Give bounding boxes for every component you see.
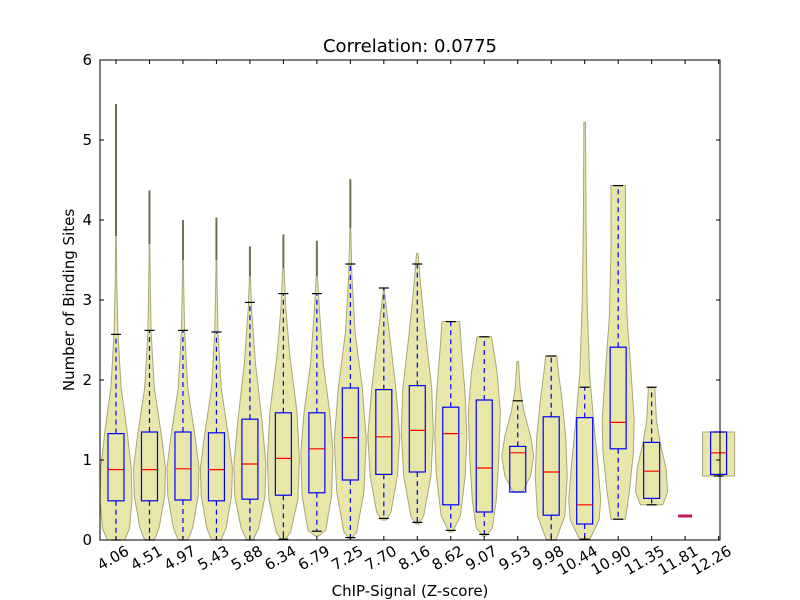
box-5.43 (207, 432, 226, 502)
box-7.70 (375, 389, 393, 476)
y-tick-label: 2 (82, 371, 92, 389)
y-tick-label: 3 (82, 291, 92, 309)
box-layer (107, 185, 728, 541)
x-tick-label: 4.97 (161, 542, 199, 574)
x-tick-label: 7.70 (362, 542, 400, 574)
x-tick-label: 4.06 (94, 542, 132, 574)
violin-9.07 (467, 336, 501, 537)
violin-12.26 (702, 431, 736, 477)
x-tick-label: 8.16 (395, 542, 433, 574)
y-tick-label: 6 (82, 51, 92, 69)
chart-title: Correlation: 0.0775 (323, 36, 497, 57)
box-5.88 (241, 418, 259, 500)
box-4.97 (174, 431, 192, 501)
y-tick-label: 0 (82, 531, 92, 549)
box-9.53 (509, 445, 527, 493)
box-8.62 (442, 406, 460, 506)
box-10.90 (609, 346, 627, 450)
x-tick-label: 6.34 (261, 542, 299, 574)
x-axis-label: ChIP-Signal (Z-score) (332, 582, 489, 600)
x-tick-label: 9.53 (496, 542, 534, 574)
x-tick-label: 9.07 (462, 542, 500, 574)
x-tick-label: 6.79 (295, 542, 333, 574)
box-4.06 (107, 433, 125, 502)
y-ticks: 0 1 2 3 4 5 6 (82, 51, 720, 549)
y-axis-label: Number of Binding Sites (60, 209, 78, 391)
violin-5.43 (199, 259, 233, 541)
x-tick-label: 5.43 (195, 542, 233, 574)
y-tick-label: 5 (82, 131, 92, 149)
x-tick-label: 5.88 (228, 542, 266, 574)
x-tick-label: 7.25 (328, 542, 366, 574)
box-9.07 (475, 399, 493, 513)
y-tick-label: 1 (82, 451, 92, 469)
box-7.25 (341, 387, 359, 481)
x-tick-label: 8.62 (429, 542, 467, 574)
y-tick-label: 4 (82, 211, 92, 229)
box-9.98 (542, 416, 560, 516)
box-8.16 (408, 385, 426, 473)
x-tick-label: 4.51 (128, 542, 166, 574)
box-6.79 (308, 412, 326, 494)
box-6.34 (274, 412, 292, 496)
box-10.44 (576, 417, 594, 525)
box-11.35 (643, 441, 661, 499)
violin-10.44 (568, 121, 602, 541)
box-4.51 (140, 431, 159, 502)
violin-9.98 (534, 355, 568, 541)
